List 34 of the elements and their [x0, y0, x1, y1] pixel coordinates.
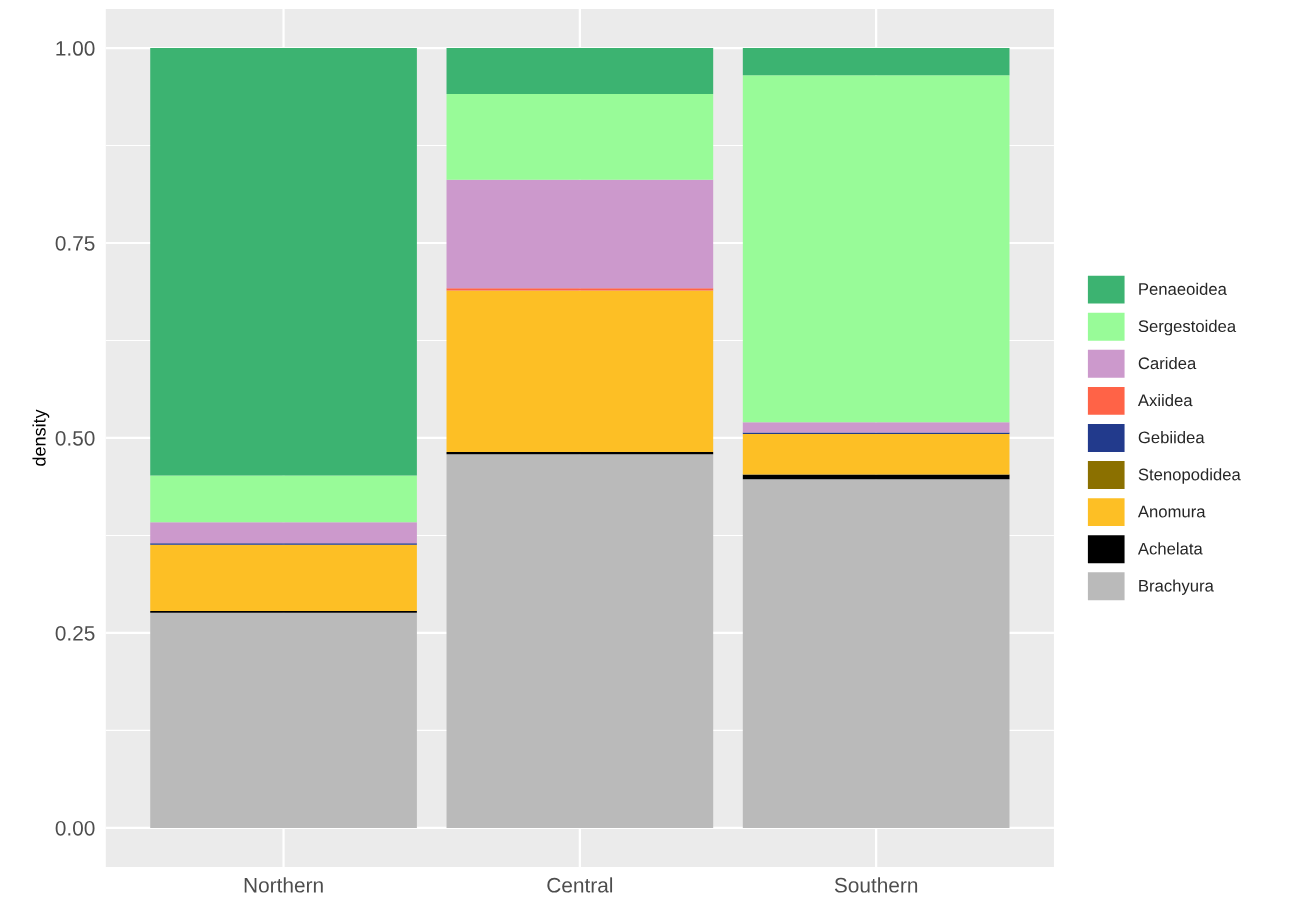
legend-label: Achelata — [1137, 542, 1203, 555]
bar — [742, 75, 1010, 423]
legend-label: Sergestoidea — [1138, 319, 1237, 336]
bar — [742, 48, 1010, 76]
bar — [150, 48, 417, 476]
legend-label: Penaeoidea — [1139, 282, 1227, 295]
y-axis-title: density — [32, 409, 50, 466]
y-tick-label: 0.75 — [55, 235, 95, 251]
x-tick-label: Northern — [244, 877, 323, 893]
x-tick-label: Southern — [834, 877, 918, 893]
bar — [150, 544, 417, 612]
legend-label: Anomura — [1137, 505, 1206, 518]
legend-label: Stenopodidea — [1138, 468, 1241, 484]
bar — [446, 288, 714, 291]
x-tick-label: Central — [547, 877, 613, 893]
bar — [742, 479, 1010, 828]
bar — [150, 612, 417, 828]
y-tick-label: 1.00 — [56, 41, 95, 56]
y-tick-label: 0.25 — [55, 625, 95, 641]
bar — [446, 48, 714, 95]
bar — [446, 94, 714, 180]
bar — [446, 454, 714, 828]
legend-label: Axiidea — [1137, 394, 1193, 407]
bar — [742, 434, 1010, 475]
legend-label: Gebiidea — [1138, 431, 1205, 444]
y-tick-label: 0.50 — [55, 430, 95, 446]
legend-label: Brachyura — [1139, 579, 1214, 595]
y-tick-label: 0.00 — [55, 820, 95, 836]
bar — [150, 475, 417, 523]
bar — [742, 422, 1010, 433]
bar — [150, 522, 417, 544]
bar — [446, 179, 714, 289]
legend-label: Caridea — [1138, 356, 1197, 370]
bar — [446, 290, 714, 452]
